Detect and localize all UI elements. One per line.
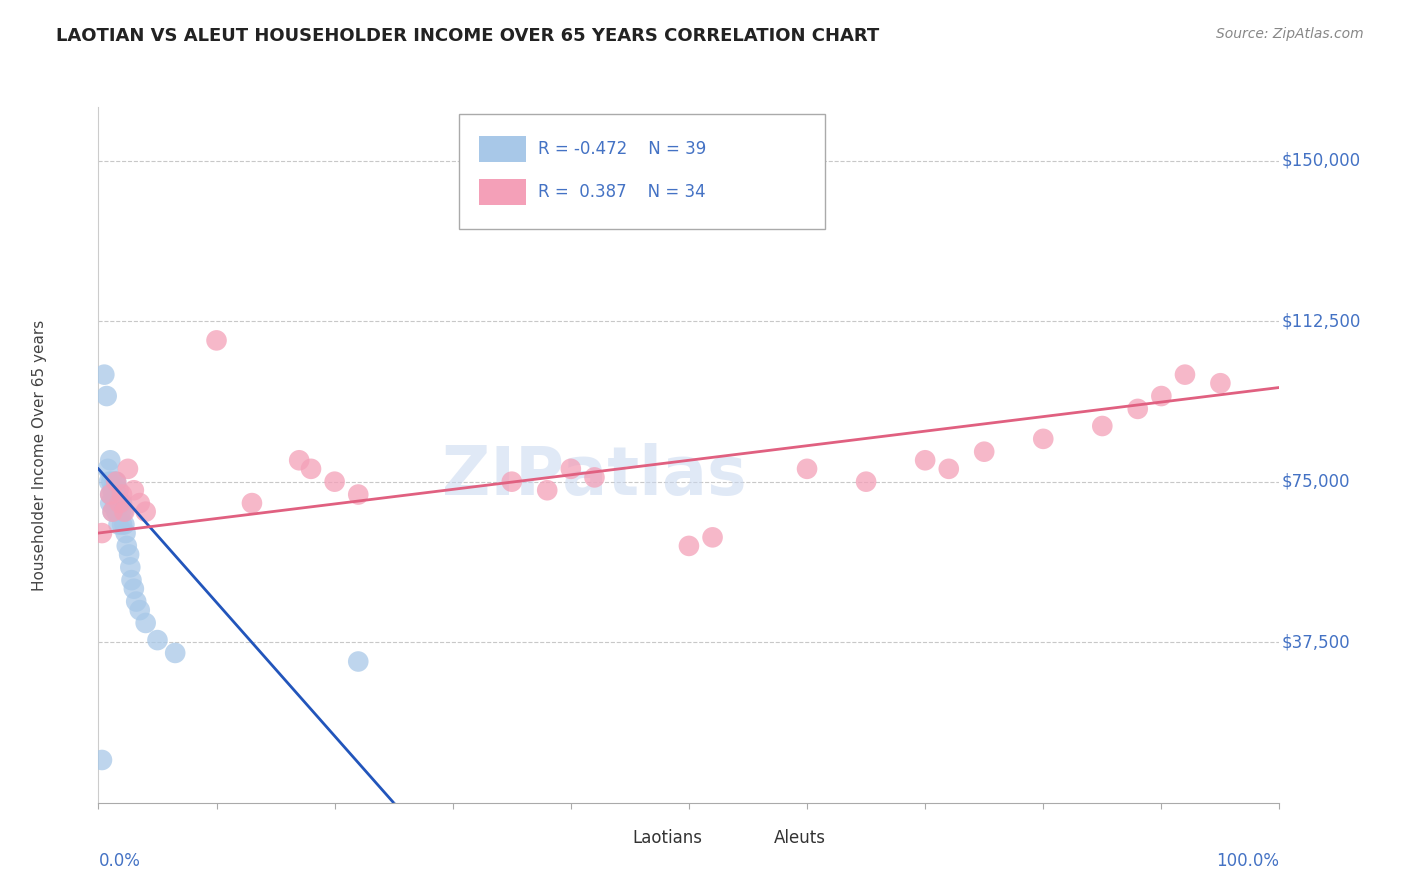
Point — [125, 594, 148, 608]
Point — [560, 462, 582, 476]
Text: Aleuts: Aleuts — [773, 829, 825, 847]
Point — [112, 505, 135, 519]
Text: $75,000: $75,000 — [1282, 473, 1350, 491]
Point — [299, 462, 322, 476]
Point — [111, 487, 134, 501]
Point — [796, 462, 818, 476]
Point — [105, 505, 128, 519]
Point — [105, 505, 128, 519]
Point — [135, 615, 157, 630]
FancyBboxPatch shape — [478, 178, 526, 205]
Point — [1091, 419, 1114, 434]
Point — [108, 496, 131, 510]
Point — [108, 496, 131, 510]
Point — [128, 603, 150, 617]
Text: $37,500: $37,500 — [1282, 633, 1350, 651]
Point — [98, 453, 121, 467]
Point — [98, 496, 121, 510]
Point — [347, 487, 370, 501]
Point — [205, 334, 228, 348]
Point — [583, 470, 606, 484]
Point — [323, 475, 346, 489]
Point — [1150, 389, 1173, 403]
Point — [105, 487, 128, 501]
Point — [101, 483, 124, 498]
Text: R = -0.472    N = 39: R = -0.472 N = 39 — [537, 140, 706, 158]
Point — [112, 505, 135, 519]
Point — [107, 483, 129, 498]
Point — [120, 560, 142, 574]
Point — [111, 496, 134, 510]
Point — [501, 475, 523, 489]
Point — [678, 539, 700, 553]
FancyBboxPatch shape — [478, 136, 526, 162]
Point — [146, 633, 169, 648]
Point — [105, 475, 128, 489]
Text: Householder Income Over 65 years: Householder Income Over 65 years — [32, 319, 46, 591]
Point — [536, 483, 558, 498]
FancyBboxPatch shape — [737, 827, 762, 848]
Text: 100.0%: 100.0% — [1216, 852, 1279, 870]
Point — [855, 475, 877, 489]
Point — [1174, 368, 1197, 382]
FancyBboxPatch shape — [595, 827, 620, 848]
Point — [105, 496, 128, 510]
Point — [96, 389, 118, 403]
Point — [91, 526, 114, 541]
Point — [98, 487, 121, 501]
Text: LAOTIAN VS ALEUT HOUSEHOLDER INCOME OVER 65 YEARS CORRELATION CHART: LAOTIAN VS ALEUT HOUSEHOLDER INCOME OVER… — [56, 27, 880, 45]
Point — [115, 539, 138, 553]
Point — [128, 496, 150, 510]
Point — [105, 475, 128, 489]
Point — [104, 475, 127, 489]
Text: $112,500: $112,500 — [1282, 312, 1361, 330]
Point — [100, 475, 122, 489]
Point — [91, 753, 114, 767]
Text: 0.0%: 0.0% — [98, 852, 141, 870]
Text: $150,000: $150,000 — [1282, 152, 1361, 169]
Point — [118, 548, 141, 562]
Point — [107, 517, 129, 532]
Point — [240, 496, 263, 510]
Point — [135, 505, 157, 519]
Point — [104, 496, 127, 510]
Point — [914, 453, 936, 467]
Text: ZIPatlas: ZIPatlas — [441, 442, 747, 508]
Text: R =  0.387    N = 34: R = 0.387 N = 34 — [537, 183, 706, 201]
Point — [111, 517, 134, 532]
Point — [112, 517, 135, 532]
Point — [114, 526, 136, 541]
Point — [101, 505, 124, 519]
Point — [347, 655, 370, 669]
Point — [165, 646, 187, 660]
Point — [121, 573, 143, 587]
Point — [122, 483, 145, 498]
Point — [973, 444, 995, 458]
Point — [1032, 432, 1054, 446]
Point — [117, 462, 139, 476]
Point — [101, 505, 124, 519]
Point — [1209, 376, 1232, 391]
FancyBboxPatch shape — [458, 114, 825, 229]
Point — [938, 462, 960, 476]
Point — [288, 453, 311, 467]
Point — [103, 487, 125, 501]
Text: Laotians: Laotians — [633, 829, 702, 847]
Point — [122, 582, 145, 596]
Point — [97, 462, 120, 476]
Point — [702, 530, 724, 544]
Point — [98, 475, 121, 489]
Point — [110, 505, 132, 519]
Point — [93, 368, 115, 382]
Text: Source: ZipAtlas.com: Source: ZipAtlas.com — [1216, 27, 1364, 41]
Point — [98, 487, 121, 501]
Point — [1126, 401, 1149, 416]
